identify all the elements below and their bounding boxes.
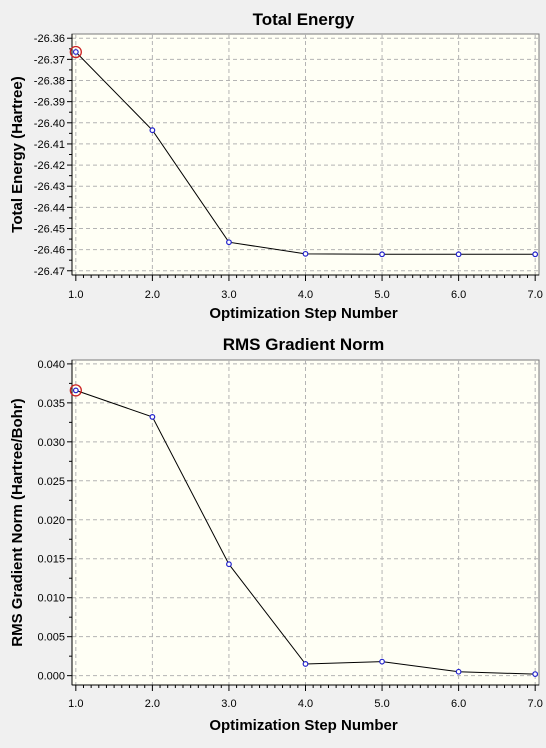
y-tick-label: -26.46	[34, 245, 65, 257]
x-tick-label: 3.0	[221, 698, 236, 710]
data-point	[226, 239, 232, 246]
y-tick-label: 0.030	[37, 437, 65, 449]
rms-gradient-chart: 1.0 2.0 3.0 4.0 5.0 6.0 7.0 0.040 0.035 0.030 0.02…	[9, 335, 543, 734]
x-axis-title: Optimization Step Number	[209, 305, 398, 322]
x-tick-label: 5.0	[374, 289, 389, 301]
y-tick-label: -26.39	[34, 97, 65, 109]
y-tick-label: -26.42	[34, 160, 65, 172]
x-tick-label: 6.0	[451, 289, 466, 301]
y-tick-label: -26.45	[34, 223, 65, 235]
selected-point-highlight	[69, 45, 82, 59]
y-tick-label: -26.37	[34, 54, 65, 66]
data-point	[532, 251, 539, 258]
data-point	[149, 127, 156, 134]
data-point	[379, 658, 385, 665]
data-point	[302, 250, 309, 257]
x-axis-title: Optimization Step Number	[209, 717, 398, 734]
y-tick-label: -26.40	[34, 118, 65, 130]
x-tick-label: 5.0	[374, 698, 389, 710]
x-tick-label: 3.0	[221, 289, 236, 301]
selected-point-highlight	[69, 384, 82, 397]
data-point	[72, 49, 79, 55]
y-tick-label: 0.020	[37, 515, 65, 527]
y-tick-label: 0.040	[37, 359, 65, 371]
x-tick-label: 2.0	[145, 289, 160, 301]
x-tick-label: 1.0	[68, 698, 83, 710]
total-energy-chart: 1.0 2.0 3.0 4.0 5.0 6.0 7.0 -26.36 -26.37 -26.38 -…	[9, 10, 543, 322]
y-axis-title: Total Energy (Hartree)	[9, 76, 26, 232]
x-tick-label: 2.0	[145, 698, 160, 710]
data-point	[149, 413, 156, 420]
y-tick-label: 0.015	[37, 554, 65, 566]
y-tick-label: -26.41	[34, 139, 65, 151]
x-tick-label: 4.0	[298, 698, 313, 710]
y-tick-label: -26.47	[34, 266, 65, 278]
y-tick-label: -26.38	[34, 76, 65, 88]
chart-title: RMS Gradient Norm	[223, 335, 385, 354]
data-point	[455, 251, 462, 258]
x-tick-label: 4.0	[298, 289, 313, 301]
y-tick-label: 0.035	[37, 398, 65, 410]
y-tick-label: 0.010	[37, 593, 65, 605]
y-axis-title: RMS Gradient Norm (Hartree/Bohr)	[9, 398, 26, 646]
data-point	[532, 671, 539, 677]
data-point	[72, 387, 79, 394]
rms-gradient-chart-panel: 1.0 2.0 3.0 4.0 5.0 6.0 7.0 0.040 0.035 0.030 0.02…	[0, 330, 546, 743]
y-tick-label: -26.43	[34, 181, 65, 193]
y-tick-label: 0.005	[37, 632, 65, 644]
y-tick-label: -26.36	[34, 33, 65, 45]
y-tick-label: 0.025	[37, 476, 65, 488]
data-point	[226, 561, 232, 568]
data-point	[302, 661, 309, 667]
y-tick-label: -26.44	[34, 202, 65, 214]
data-point	[455, 668, 462, 675]
x-tick-label: 6.0	[451, 698, 466, 710]
data-point	[379, 251, 385, 258]
x-tick-label: 1.0	[68, 289, 83, 301]
x-tick-label: 7.0	[528, 289, 543, 301]
total-energy-chart-panel: 1.0 2.0 3.0 4.0 5.0 6.0 7.0 -26.36 -26.37 -26.38 -…	[0, 0, 546, 330]
y-tick-label: 0.000	[37, 671, 65, 683]
chart-title: Total Energy	[253, 10, 355, 29]
x-tick-label: 7.0	[528, 698, 543, 710]
